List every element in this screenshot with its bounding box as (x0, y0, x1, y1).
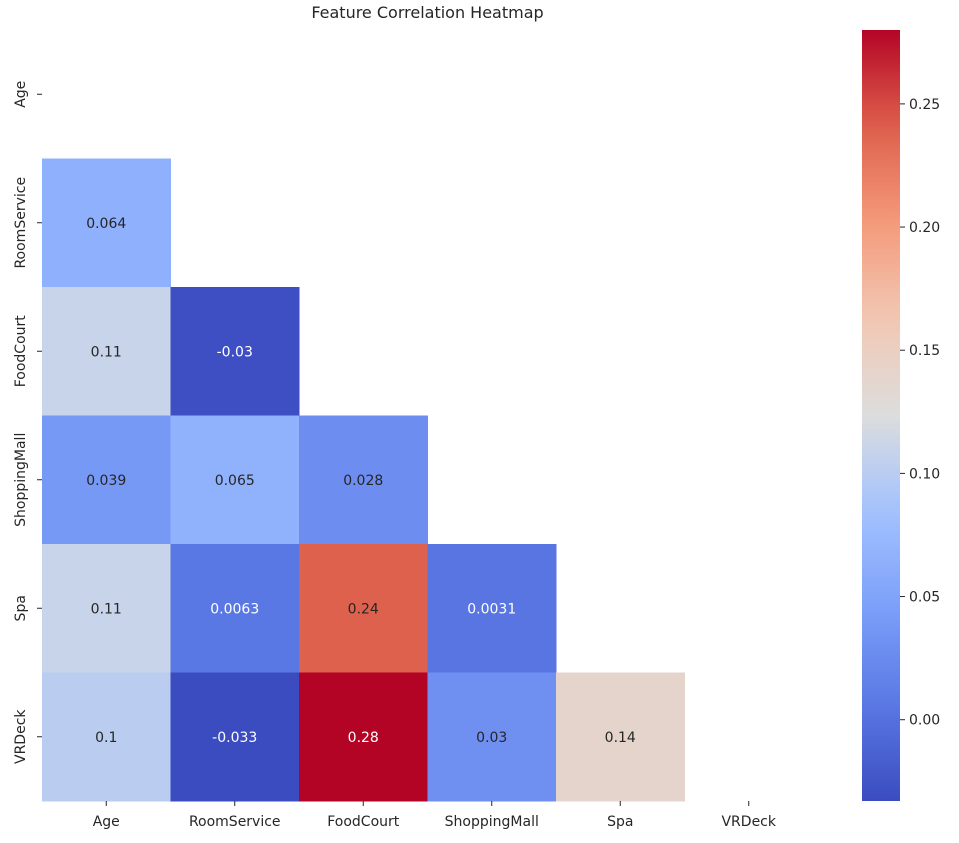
cell-value-label: 0.065 (215, 473, 255, 489)
heatmap-cell-vrdeck-spa (556, 672, 685, 802)
y-tick-label-spa: Spa (13, 595, 29, 621)
heatmap-cell-shoppingmall-age (42, 415, 171, 545)
cell-value-label: 0.0063 (210, 601, 259, 617)
cell-value-label: -0.033 (212, 730, 257, 746)
heatmap-cell-spa-foodcourt (299, 544, 428, 673)
cell-value-label: 0.1 (95, 730, 117, 746)
colorbar: 0.00 0.05 0.10 0.15 0.20 0.25 (862, 30, 940, 801)
y-tick-label-roomservice: RoomService (13, 177, 29, 269)
heatmap-cell-shoppingmall-foodcourt (299, 415, 428, 545)
chart-title: Feature Correlation Heatmap (311, 3, 543, 22)
cell-value-label: 0.14 (605, 730, 636, 746)
heatmap-cell-spa-roomservice (170, 544, 300, 673)
cell-value-label: -0.03 (217, 344, 253, 360)
x-tick-label-roomservice: RoomService (189, 814, 281, 830)
x-tick-label-spa: Spa (607, 814, 633, 830)
colorbar-tick-label: 0.00 (909, 713, 940, 729)
cell-value-label: 0.24 (348, 601, 379, 617)
y-axis-ticks: Age RoomService FoodCourt ShoppingMall Spa VR… (13, 81, 42, 764)
x-axis-ticks: Age RoomService FoodCourt ShoppingMall Spa VR… (93, 801, 777, 830)
heatmap-cell-vrdeck-shoppingmall (427, 672, 557, 802)
heatmap-cell-vrdeck-age (42, 672, 171, 802)
cell-value-label: 0.03 (476, 730, 507, 746)
heatmap-cell-foodcourt-roomservice (170, 287, 300, 416)
cell-value-label: 0.039 (86, 473, 126, 489)
heatmap-cell-shoppingmall-roomservice (170, 415, 300, 545)
y-tick-label-age: Age (13, 81, 29, 108)
colorbar-tick-label: 0.10 (909, 466, 940, 482)
cell-value-label: 0.028 (343, 473, 383, 489)
colorbar-tick-label: 0.25 (909, 97, 940, 113)
heatmap-cell-vrdeck-foodcourt (299, 672, 428, 802)
colorbar-tick-label: 0.05 (909, 590, 940, 606)
y-tick-label-foodcourt: FoodCourt (13, 315, 29, 388)
heatmap-cell-roomservice-age (42, 158, 171, 288)
heatmap-cells: 0.064 0.11 -0.03 0.039 0.065 0.028 0.11 0.0063 0… (42, 158, 685, 802)
cell-value-label: 0.11 (91, 344, 122, 360)
cell-value-label: 0.28 (348, 730, 379, 746)
colorbar-tick-label: 0.20 (909, 220, 940, 236)
cell-value-label: 0.064 (86, 216, 126, 232)
heatmap-cell-spa-shoppingmall (427, 544, 557, 673)
cell-value-label: 0.11 (91, 601, 122, 617)
x-tick-label-vrdeck: VRDeck (721, 814, 776, 830)
heatmap-cell-spa-age (42, 544, 171, 673)
x-tick-label-shoppingmall: ShoppingMall (445, 814, 539, 830)
x-tick-label-foodcourt: FoodCourt (327, 814, 400, 830)
cell-value-label: 0.0031 (467, 601, 516, 617)
heatmap-cell-vrdeck-roomservice (170, 672, 300, 802)
y-tick-label-vrdeck: VRDeck (13, 709, 29, 764)
x-tick-label-age: Age (93, 814, 120, 830)
colorbar-tick-label: 0.15 (909, 343, 940, 359)
heatmap-cell-foodcourt-age (42, 287, 171, 416)
colorbar-gradient (862, 30, 900, 801)
y-tick-label-shoppingmall: ShoppingMall (13, 433, 29, 527)
